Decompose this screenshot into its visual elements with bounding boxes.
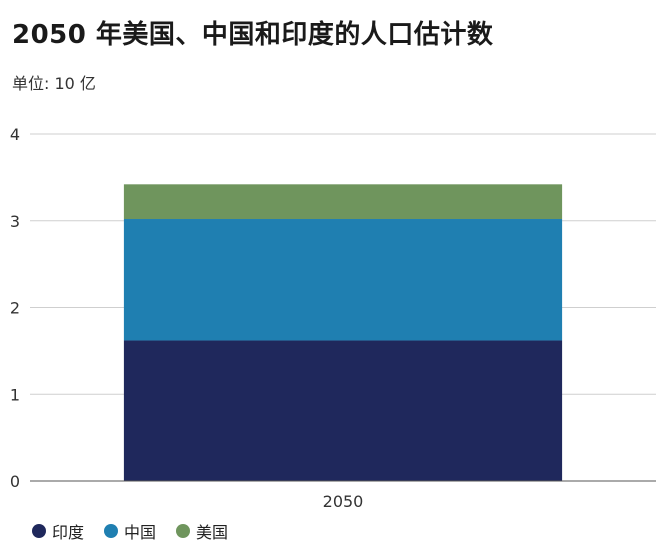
bar-segment-0-2050: [123, 340, 563, 481]
legend-item-usa: 美国: [176, 519, 228, 543]
legend-swatch-india: [32, 524, 46, 538]
axes: 0 1 2 3 4 2050: [10, 125, 656, 511]
legend-label-china: 中国: [124, 523, 157, 542]
legend-label-india: 印度: [52, 523, 85, 542]
bar-segment-1-2050: [123, 219, 563, 341]
legend-swatch-usa: [176, 524, 191, 538]
bars: [123, 184, 563, 481]
y-tick-label-1: 1: [10, 385, 20, 404]
bar-segment-2-2050: [123, 184, 563, 220]
y-tick-label-2: 2: [10, 299, 20, 318]
legend-label-usa: 美国: [196, 523, 229, 542]
legend-item-china: 中国: [104, 519, 156, 543]
x-tick-label-2050: 2050: [323, 492, 364, 511]
legend-item-india: 印度: [32, 519, 84, 543]
legend: 印度 中国 美国: [32, 519, 248, 543]
y-tick-label-3: 3: [10, 212, 20, 231]
unit-label: 单位: 10 亿: [12, 74, 96, 93]
chart-title: 2050 年美国、中国和印度的人口估计数: [12, 20, 494, 50]
y-tick-label-4: 4: [10, 125, 20, 144]
y-tick-label-0: 0: [10, 472, 20, 491]
legend-swatch-china: [104, 524, 119, 538]
